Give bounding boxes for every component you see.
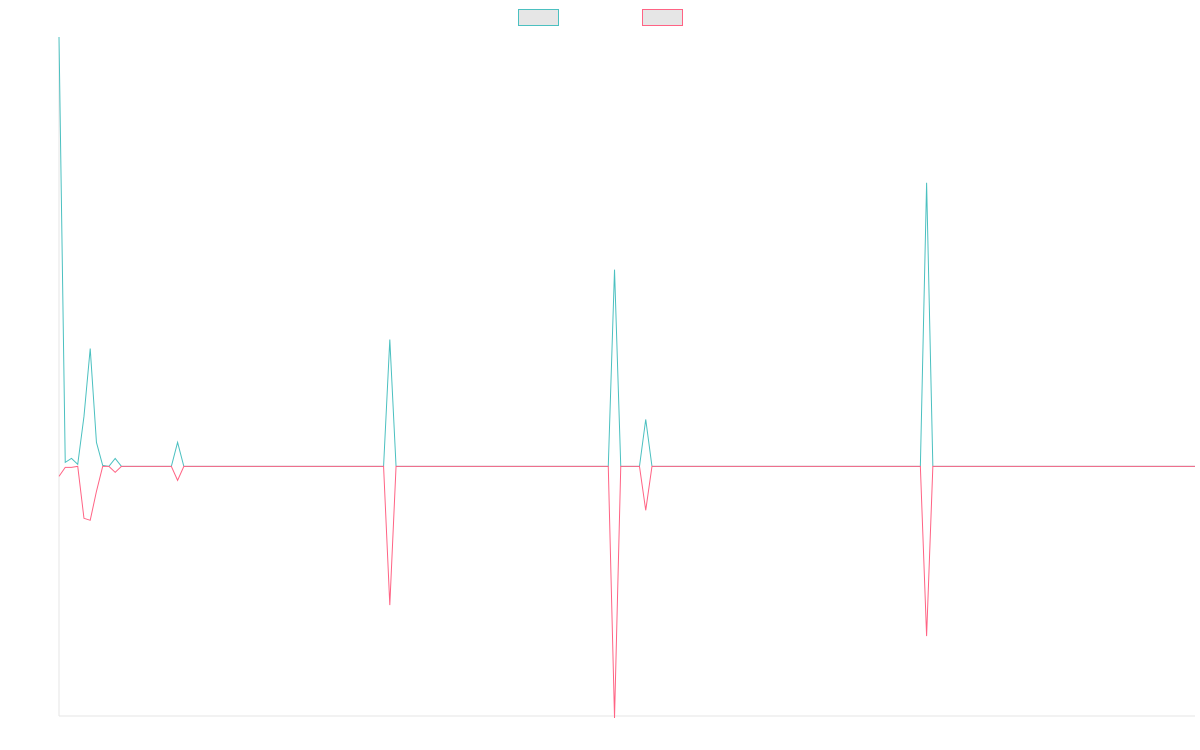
- legend-swatch-1: [518, 9, 559, 26]
- legend-swatch-2: [642, 9, 683, 26]
- series-1-line: [58, 36, 1195, 467]
- series-2-line: [58, 465, 1195, 719]
